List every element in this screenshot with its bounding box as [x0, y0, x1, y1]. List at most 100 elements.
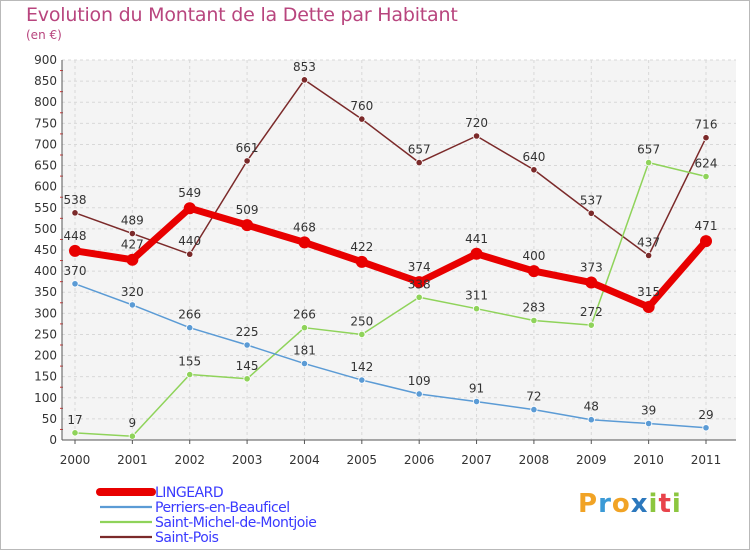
data-label: 509 [236, 203, 259, 217]
series-line [74, 283, 707, 429]
data-point [71, 429, 79, 437]
data-point [183, 202, 196, 215]
data-point [645, 251, 653, 260]
logo-letter: t [658, 489, 672, 519]
data-label: 549 [178, 186, 201, 200]
data-point [300, 76, 309, 84]
data-label: 9 [129, 416, 137, 430]
x-tick-label: 2010 [633, 453, 664, 467]
series-line [74, 79, 707, 257]
series-line [71, 204, 710, 311]
y-tick-label: 150 [34, 370, 57, 384]
data-label: 657 [408, 143, 431, 157]
data-point [415, 159, 423, 167]
data-point [702, 134, 710, 142]
y-tick-label: 450 [34, 243, 57, 257]
logo-letter: i [648, 489, 659, 519]
data-point [470, 247, 483, 260]
y-tick-label: 50 [42, 412, 57, 426]
data-point [413, 276, 426, 289]
data-point [186, 324, 194, 332]
y-tick-label: 100 [34, 391, 57, 405]
y-tick-label: 0 [49, 433, 57, 447]
data-point [298, 236, 311, 249]
chart-subtitle: (en €) [26, 28, 62, 42]
x-tick-label: 2009 [576, 453, 607, 467]
data-point [530, 316, 538, 325]
logo-letter: r [598, 489, 612, 519]
data-label: 374 [408, 260, 431, 274]
data-point [587, 321, 595, 329]
logo-letter: P [578, 489, 599, 519]
x-tick-label: 2001 [117, 453, 148, 467]
data-label: 109 [408, 374, 431, 388]
data-label: 155 [178, 355, 201, 369]
data-point [128, 229, 136, 238]
data-point [300, 324, 309, 332]
data-label: 39 [641, 404, 656, 418]
data-point [415, 390, 423, 398]
data-point [241, 219, 254, 232]
data-label: 471 [695, 219, 718, 233]
logo-letter: x [630, 489, 649, 519]
data-label: 315 [637, 285, 660, 299]
y-tick-label: 800 [34, 95, 57, 109]
data-label: 373 [580, 261, 603, 275]
data-label: 437 [637, 235, 660, 249]
x-tick-label: 2011 [691, 453, 722, 467]
data-point [69, 244, 81, 257]
y-tick-label: 300 [34, 306, 57, 320]
legend-label: LINGEARD [155, 485, 223, 501]
data-label: 272 [580, 305, 603, 319]
data-label: 225 [236, 325, 259, 339]
data-point [71, 209, 79, 217]
data-label: 266 [293, 308, 316, 322]
chart-title: Evolution du Montant de la Dette par Hab… [26, 4, 458, 26]
data-label: 338 [408, 277, 431, 291]
data-point [186, 250, 194, 258]
y-tick-label: 900 [34, 53, 57, 67]
data-label: 427 [121, 238, 144, 252]
data-label: 853 [293, 60, 316, 74]
x-tick-label: 2000 [60, 453, 91, 467]
data-point [645, 419, 653, 428]
data-label: 538 [64, 193, 87, 207]
y-tick-label: 600 [34, 180, 57, 194]
proxiti-logo: Proxiti [578, 489, 682, 519]
data-point [186, 370, 194, 379]
logo-letter: i [671, 489, 682, 519]
legend-label: Saint-Pois [155, 530, 219, 546]
data-label: 283 [522, 301, 545, 315]
data-point [355, 255, 368, 268]
data-point [587, 416, 595, 424]
data-label: 716 [695, 118, 718, 132]
data-point [702, 424, 710, 432]
data-label: 29 [698, 408, 713, 422]
data-label: 311 [465, 289, 488, 303]
y-tick-label: 850 [34, 74, 57, 88]
data-point [300, 359, 309, 368]
data-label: 448 [64, 229, 87, 243]
x-tick-label: 2003 [232, 453, 263, 467]
data-label: 145 [236, 359, 259, 373]
data-point [700, 235, 712, 248]
data-label: 48 [584, 400, 599, 414]
legend-label: Perriers-en-Beauficel [155, 500, 290, 516]
data-point [358, 330, 366, 339]
data-label: 266 [178, 308, 201, 322]
data-point [243, 157, 251, 165]
x-tick-label: 2006 [404, 453, 435, 467]
y-tick-label: 500 [34, 222, 57, 236]
data-point [527, 265, 540, 278]
data-point [358, 115, 366, 123]
data-point [472, 305, 481, 313]
series-line [74, 161, 707, 437]
y-tick-label: 350 [34, 285, 57, 299]
data-label: 422 [350, 240, 373, 254]
data-point [530, 166, 538, 174]
data-label: 181 [293, 344, 316, 358]
data-label: 468 [293, 220, 316, 234]
data-label: 640 [522, 150, 545, 164]
data-point [702, 172, 710, 181]
